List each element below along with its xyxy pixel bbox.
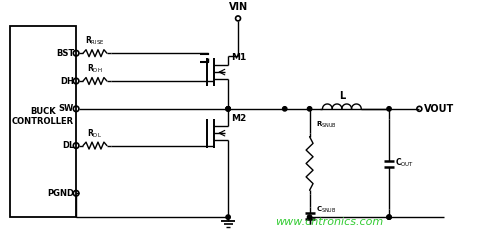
Text: VIN: VIN [228,2,247,12]
Bar [9,26,76,217]
Text: C$_{\rm SNUB}$: C$_{\rm SNUB}$ [316,204,336,215]
Circle shape [226,107,230,111]
Circle shape [387,215,391,219]
Circle shape [387,215,391,219]
Text: L: L [339,91,345,101]
Text: PGND: PGND [47,189,74,198]
Text: BST: BST [56,49,74,58]
Text: DH: DH [60,77,74,86]
Text: SW: SW [59,104,74,113]
Text: www.cntronics.com: www.cntronics.com [275,217,384,227]
Text: M1: M1 [231,53,246,62]
Circle shape [226,107,230,111]
Circle shape [226,215,230,219]
Circle shape [307,215,312,219]
Text: R$_{\rm RISE}$: R$_{\rm RISE}$ [85,35,105,47]
Text: VOUT: VOUT [424,104,454,114]
Text: M2: M2 [231,114,246,123]
Circle shape [387,107,391,111]
Text: R$_{\rm DH}$: R$_{\rm DH}$ [87,63,103,75]
Text: BUCK
CONTROLLER: BUCK CONTROLLER [12,107,74,126]
Text: C$_{\rm OUT}$: C$_{\rm OUT}$ [395,157,414,169]
Text: R$_{\rm SNUB}$: R$_{\rm SNUB}$ [316,120,336,130]
Text: DL: DL [62,141,74,150]
Circle shape [283,107,287,111]
Circle shape [307,107,312,111]
Text: R$_{\rm DL}$: R$_{\rm DL}$ [88,127,102,140]
Circle shape [226,107,230,111]
